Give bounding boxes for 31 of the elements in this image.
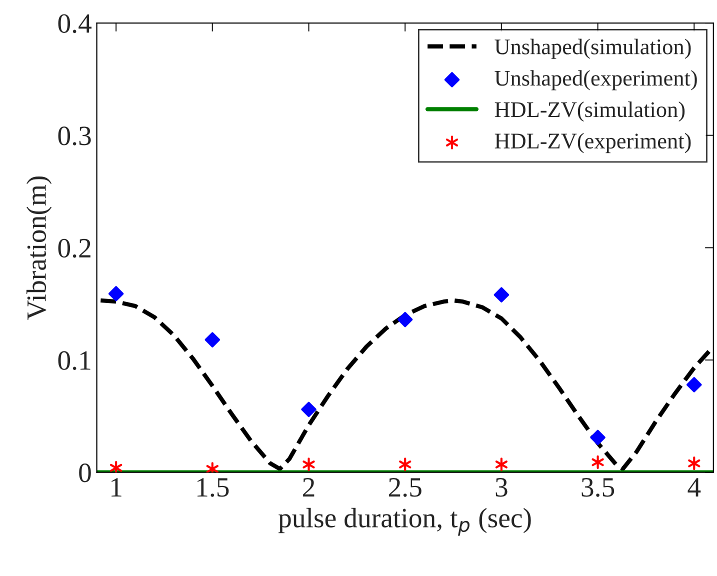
- point: [302, 458, 315, 472]
- point: [495, 458, 508, 472]
- legend-label: HDL-ZV(experiment): [494, 132, 691, 154]
- y-tick-label: 0: [79, 463, 91, 482]
- point: [688, 456, 700, 470]
- point: [592, 455, 604, 470]
- y-tick-label: 0.3: [58, 126, 91, 146]
- point: [686, 377, 702, 392]
- point: [108, 286, 124, 302]
- x-axis-title: pulse duration, t$_{p}$ (sec): [278, 508, 531, 536]
- y-tick-label: 0.4: [58, 14, 92, 34]
- point: [590, 430, 606, 446]
- legend-label: HDL-ZV(simulation): [494, 102, 685, 122]
- x-tick-label: 2: [303, 478, 314, 496]
- point: [110, 460, 122, 472]
- x-tick-label: 4: [688, 478, 701, 496]
- x-tick-label: 3: [496, 478, 508, 497]
- point: [397, 312, 413, 328]
- legend-label: Unshaped(experiment): [494, 70, 697, 90]
- point: [399, 458, 412, 472]
- x-tick-label: 1.5: [197, 478, 229, 497]
- point: [301, 402, 316, 418]
- y-tick-label: 0.2: [58, 238, 90, 258]
- x-tick-label: 1: [112, 478, 122, 496]
- y-tick-label: 0.1: [58, 351, 90, 370]
- x-tick-label: 2.5: [388, 478, 422, 497]
- x-tick-label: 3.5: [582, 478, 614, 497]
- y-axis-title: Vibration(m): [26, 176, 52, 320]
- point: [494, 287, 510, 302]
- point: [204, 332, 220, 348]
- legend-label: Unshaped(simulation): [494, 38, 691, 59]
